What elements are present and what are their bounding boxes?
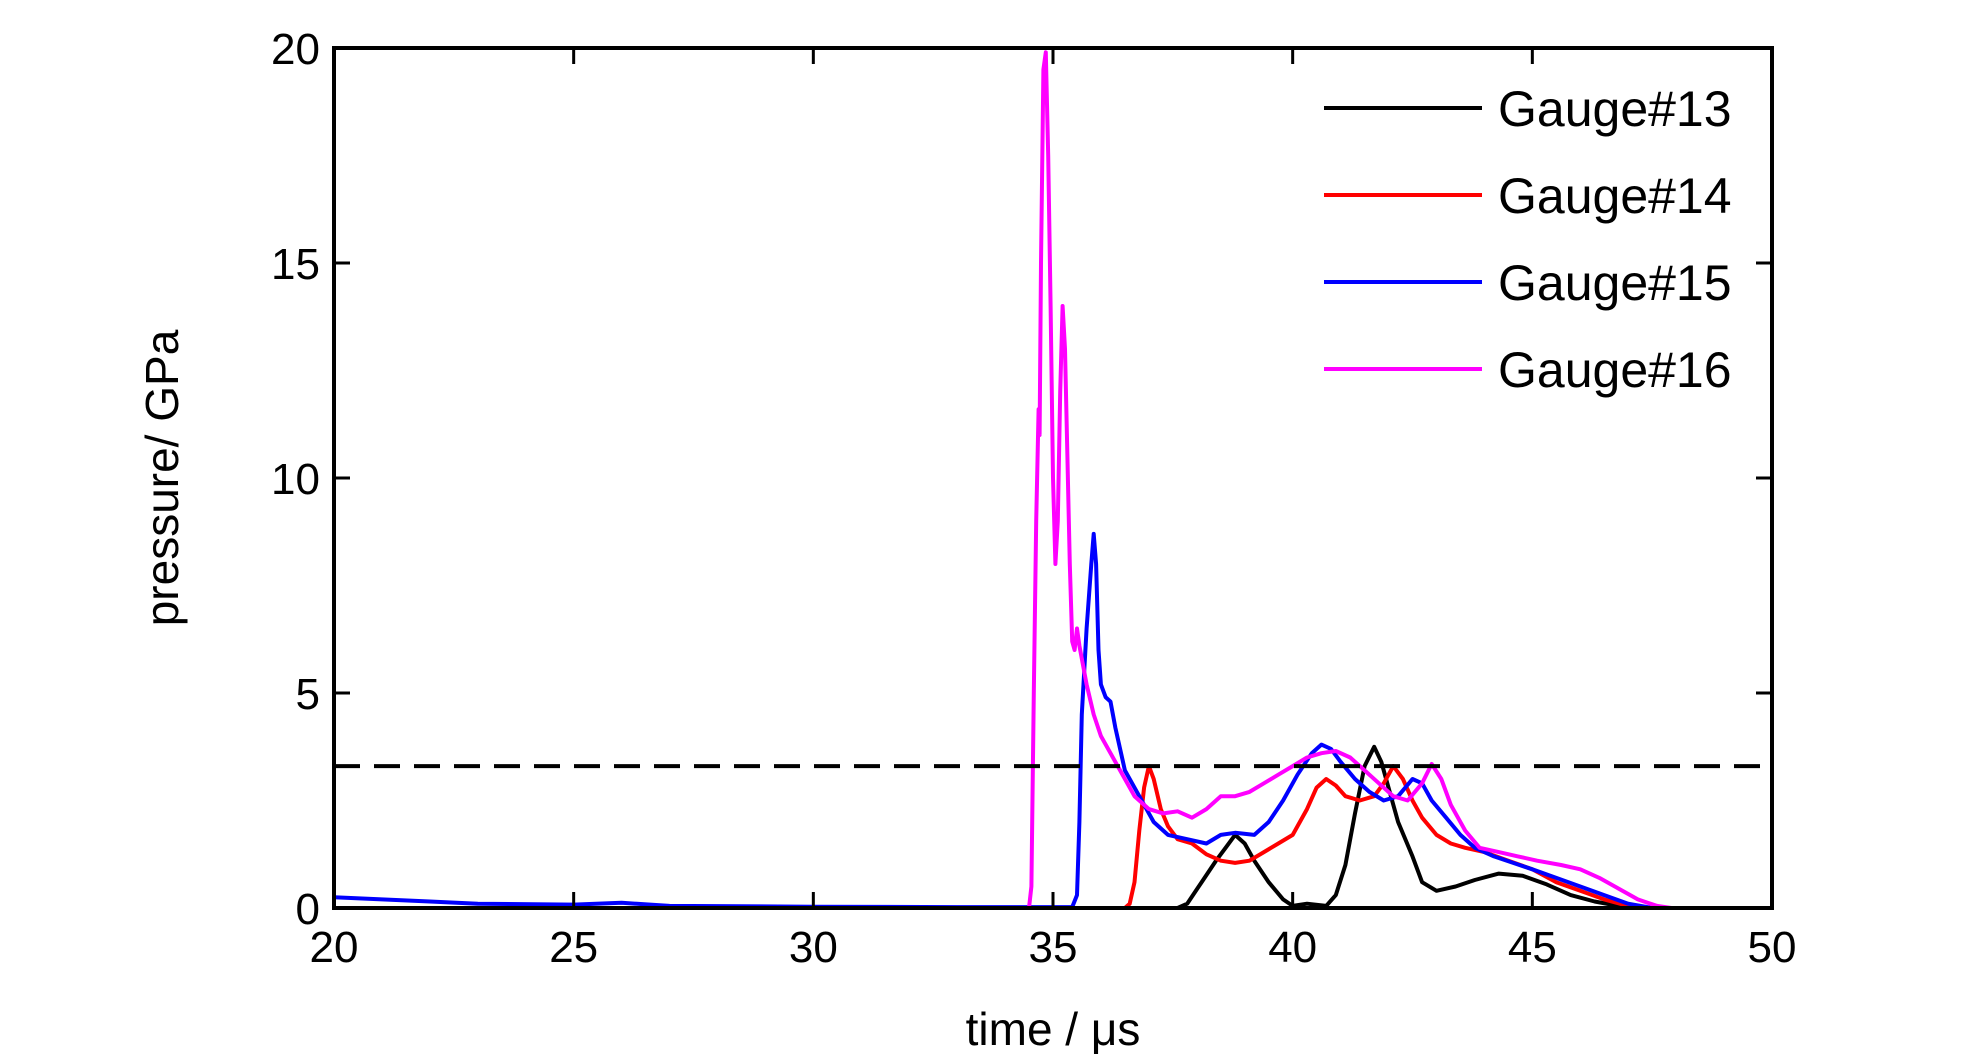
y-tick-label: 5 xyxy=(296,670,320,719)
x-tick-label: 45 xyxy=(1508,923,1557,972)
y-tick-label: 10 xyxy=(271,455,320,504)
x-tick-label: 30 xyxy=(789,923,838,972)
x-tick-label: 25 xyxy=(549,923,598,972)
series-line-gauge-13 xyxy=(332,744,1774,910)
legend-label-gauge-16: Gauge#16 xyxy=(1498,342,1732,398)
series-line-gauge-15 xyxy=(332,531,1774,910)
legend-label-gauge-13: Gauge#13 xyxy=(1498,81,1732,137)
legend-label-gauge-15: Gauge#15 xyxy=(1498,255,1732,311)
y-tick-label: 15 xyxy=(271,240,320,289)
y-axis-ticks: 0 5 10 15 20 xyxy=(271,25,1772,934)
x-tick-label: 20 xyxy=(310,923,359,972)
series-layer xyxy=(332,50,1774,910)
y-tick-label: 0 xyxy=(296,885,320,934)
y-axis-title: pressure/ GPa xyxy=(136,329,188,626)
y-tick-label: 20 xyxy=(271,25,320,74)
x-tick-label: 50 xyxy=(1748,923,1797,972)
x-tick-label: 35 xyxy=(1029,923,1078,972)
legend-label-gauge-14: Gauge#14 xyxy=(1498,168,1732,224)
x-axis-ticks: 20 25 30 35 40 45 50 xyxy=(310,48,1797,972)
legend: Gauge#13 Gauge#14 Gauge#15 Gauge#16 xyxy=(1324,81,1732,398)
x-axis-title: time / μs xyxy=(966,1003,1141,1055)
series-line-gauge-16 xyxy=(332,50,1774,910)
x-tick-label: 40 xyxy=(1268,923,1317,972)
